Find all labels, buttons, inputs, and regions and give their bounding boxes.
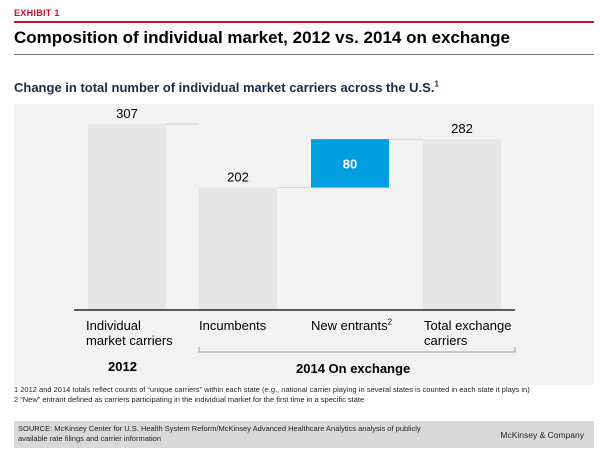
category-label-3: New entrants2 (311, 318, 392, 333)
footnotes: 1 2012 and 2014 totals reflect counts of… (14, 385, 594, 404)
chart-subtitle: Change in total number of individual mar… (14, 80, 439, 95)
group-label-2: 2014 On exchange (296, 361, 411, 376)
category-label-line: Individual (86, 318, 141, 333)
exhibit-label: EXHIBIT 1 (14, 8, 60, 18)
category-label-line: carriers (424, 333, 468, 348)
category-label-line: Total exchange (424, 318, 512, 333)
bar-value-label-1: 307 (116, 106, 138, 121)
category-label-2: Incumbents (199, 318, 266, 333)
category-footnote-marker: 2 (387, 317, 393, 327)
category-label-line: Incumbents (199, 318, 267, 333)
footnote-2: 2 “New” entrant defined as carriers part… (14, 394, 365, 404)
source-text: SOURCE: McKinsey Center for U.S. Health … (18, 424, 421, 443)
group-bracket-2014 (198, 347, 516, 353)
category-label-4: Total exchange carriers (424, 318, 511, 348)
bar-4 (423, 139, 501, 310)
bar-3 (311, 139, 389, 188)
top-rule (14, 21, 594, 23)
category-label-line: market carriers (86, 333, 173, 348)
bar-2 (199, 187, 277, 310)
brand-name: McKinsey & Company (500, 430, 584, 440)
bar-1 (88, 124, 166, 310)
category-label-1: Individual market carriers (86, 318, 173, 348)
group-label-1: 2012 (108, 359, 137, 374)
footnote-1: 1 2012 and 2014 totals reflect counts of… (14, 385, 530, 394)
page-title: Composition of individual market, 2012 v… (14, 28, 510, 47)
category-label-line: New entrants2 (311, 317, 393, 333)
bar-value-label-2: 202 (227, 170, 249, 185)
title-rule (14, 54, 594, 55)
waterfall-chart: 307 202 80 282 (14, 104, 594, 385)
source-bar: SOURCE: McKinsey Center for U.S. Health … (14, 421, 594, 448)
bar-value-label-4: 282 (451, 121, 473, 136)
chart-subtitle-text: Change in total number of individual mar… (14, 80, 435, 95)
bar-value-label-3: 80 (343, 156, 357, 171)
chart-subtitle-footnote-marker: 1 (434, 79, 439, 89)
